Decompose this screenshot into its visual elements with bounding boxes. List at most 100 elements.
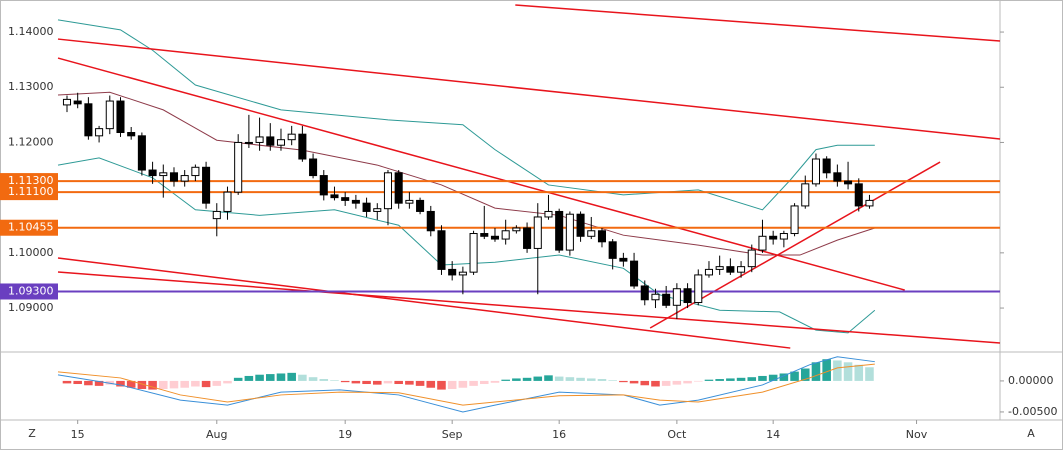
macd-histogram-bar <box>768 374 778 381</box>
candle-body <box>779 233 788 240</box>
macd-histogram-bar <box>736 377 746 381</box>
candle-body <box>234 141 243 193</box>
macd-histogram-bar <box>351 380 361 384</box>
candle-body <box>127 132 136 137</box>
level-label: 1.10455 <box>8 221 54 234</box>
candle-body <box>587 230 596 237</box>
macd-histogram-bar <box>854 364 864 381</box>
candle-body <box>715 266 724 270</box>
macd-histogram-bar <box>822 359 831 381</box>
macd-histogram-bar <box>865 367 874 381</box>
candle-body <box>330 194 339 199</box>
candle-body <box>298 133 307 160</box>
macd-histogram-bar <box>843 362 853 381</box>
x-tick-label: 15 <box>71 428 85 441</box>
candle-body <box>191 166 200 177</box>
candle-body <box>769 235 778 240</box>
candle-body <box>608 241 617 259</box>
macd-histogram-bar <box>715 379 724 381</box>
candle-body <box>737 266 746 273</box>
macd-histogram-bar <box>137 380 147 389</box>
candle-body <box>662 293 671 306</box>
macd-histogram-bar <box>490 380 500 383</box>
level-label-bg <box>0 283 58 300</box>
trendline <box>57 257 791 349</box>
candle-body <box>309 158 318 177</box>
x-tick-label: Sep <box>442 428 463 441</box>
macd-histogram-bar <box>758 375 767 381</box>
macd-histogram-bar <box>233 377 243 381</box>
macd-histogram-bar <box>340 380 350 383</box>
candle-body <box>747 249 756 268</box>
macd-histogram-bar <box>62 380 72 384</box>
candle-body <box>640 285 649 301</box>
corner-label: Z <box>28 427 36 440</box>
candle-body <box>576 213 585 237</box>
candle-body <box>555 210 564 251</box>
candle-body <box>137 135 146 171</box>
macd-histogram-bar <box>94 380 104 386</box>
indicator-line <box>57 363 875 406</box>
macd-histogram-bar <box>276 373 286 381</box>
candle-body <box>704 268 713 276</box>
candle-body <box>865 199 874 207</box>
macd-histogram-bar <box>651 380 660 387</box>
level-label-bg <box>0 184 58 201</box>
macd-histogram-bar <box>619 380 628 383</box>
candle-body <box>394 172 403 204</box>
candle-body <box>169 172 179 182</box>
candle-body <box>341 197 350 201</box>
macd-histogram-bar <box>683 380 692 384</box>
macd-histogram-bar <box>437 380 446 390</box>
candle-body <box>523 227 532 249</box>
candle-body <box>490 235 500 240</box>
candle-body <box>726 266 735 273</box>
candle-body <box>469 233 478 273</box>
indicator-line <box>57 157 876 334</box>
macd-histogram-bar <box>811 362 821 381</box>
candle-body <box>266 136 275 146</box>
macd-histogram-bar <box>415 380 425 386</box>
y2-tick-label: -0.00500 <box>1008 405 1057 418</box>
macd-histogram-bar <box>223 380 232 384</box>
macd-histogram-bar <box>180 380 189 388</box>
candle-body <box>683 288 692 304</box>
x-tick-label: Oct <box>667 428 687 441</box>
macd-histogram-bar <box>201 380 211 388</box>
candle-body <box>822 158 831 174</box>
macd-histogram-bar <box>544 375 553 381</box>
macd-histogram-bar <box>554 376 564 381</box>
candle-body <box>287 133 296 141</box>
y-tick-label: 1.10000 <box>8 246 54 259</box>
y2-tick-label: 0.00000 <box>1008 374 1054 387</box>
candle-body <box>758 235 767 251</box>
macd-histogram-bar <box>576 377 585 381</box>
macd-histogram-bar <box>458 380 468 388</box>
macd-histogram-bar <box>319 379 329 381</box>
x-tick-label: Nov <box>906 428 928 441</box>
candle-body <box>448 268 457 276</box>
macd-histogram-bar <box>159 380 168 389</box>
candle-body <box>202 166 211 204</box>
macd-histogram-bar <box>833 360 842 381</box>
candle-body <box>319 175 328 196</box>
macd-histogram-bar <box>501 379 510 381</box>
x-tick-label: 19 <box>338 428 352 441</box>
macd-histogram-bar <box>287 372 296 381</box>
candle-body <box>790 205 799 235</box>
indicator-line <box>57 356 875 413</box>
macd-histogram-bar <box>522 377 532 381</box>
trendline <box>515 4 1001 42</box>
candle-body <box>811 158 820 185</box>
macd-histogram-bar <box>640 380 650 386</box>
candle-body <box>544 210 553 218</box>
candle-body <box>854 183 863 207</box>
candle-body <box>597 230 607 243</box>
macd-histogram-bar <box>726 378 735 381</box>
candle-body <box>116 100 125 134</box>
macd-histogram-bar <box>362 380 371 385</box>
candle-body <box>95 128 104 137</box>
candle-body <box>694 274 703 304</box>
macd-histogram-bar <box>586 378 596 381</box>
candle-body <box>159 172 168 177</box>
